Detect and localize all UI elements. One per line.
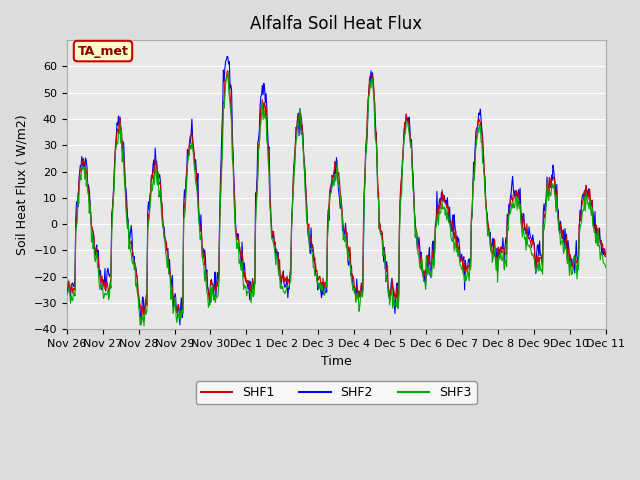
SHF2	[419, 271, 426, 277]
SHF1	[63, 279, 70, 285]
SHF1	[184, 160, 191, 166]
SHF3	[224, 69, 232, 74]
SHF3	[602, 264, 609, 270]
Line: SHF2: SHF2	[67, 57, 605, 325]
SHF2	[184, 146, 191, 152]
X-axis label: Time: Time	[321, 355, 351, 368]
SHF2	[128, 231, 136, 237]
SHF3	[212, 296, 220, 301]
SHF3	[403, 119, 411, 124]
SHF3	[73, 224, 81, 230]
Y-axis label: Soil Heat Flux ( W/m2): Soil Heat Flux ( W/m2)	[15, 114, 28, 255]
SHF1	[128, 246, 136, 252]
SHF3	[128, 258, 136, 264]
SHF3	[140, 323, 148, 329]
SHF1	[403, 115, 411, 121]
SHF1	[138, 314, 145, 320]
SHF1	[224, 68, 232, 73]
SHF2	[73, 199, 81, 204]
SHF2	[602, 252, 609, 258]
SHF1	[212, 288, 220, 294]
SHF2	[176, 322, 184, 328]
SHF2	[212, 294, 220, 300]
SHF3	[184, 164, 191, 169]
Line: SHF3: SHF3	[67, 72, 605, 326]
SHF1	[602, 254, 609, 260]
Legend: SHF1, SHF2, SHF3: SHF1, SHF2, SHF3	[196, 381, 477, 404]
Line: SHF1: SHF1	[67, 71, 605, 317]
SHF2	[63, 276, 70, 281]
SHF3	[63, 292, 70, 298]
Text: TA_met: TA_met	[77, 45, 129, 58]
SHF2	[223, 54, 231, 60]
SHF3	[419, 271, 426, 277]
SHF1	[419, 266, 426, 272]
Title: Alfalfa Soil Heat Flux: Alfalfa Soil Heat Flux	[250, 15, 422, 33]
SHF2	[403, 115, 411, 120]
SHF1	[73, 221, 81, 227]
